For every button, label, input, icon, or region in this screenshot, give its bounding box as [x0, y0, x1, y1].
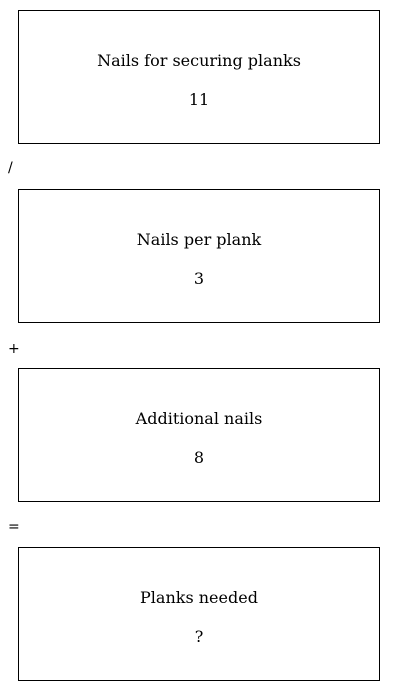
planks-needed-card: Planks needed ?: [18, 547, 380, 681]
card-value: 8: [19, 448, 379, 468]
card-value: 11: [19, 90, 379, 110]
card-value: ?: [19, 627, 379, 647]
additional-nails-card: Additional nails 8: [18, 368, 380, 502]
divide-operator: /: [8, 160, 13, 176]
nails-per-plank-card: Nails per plank 3: [18, 189, 380, 323]
equals-operator: =: [8, 519, 20, 535]
card-value: 3: [19, 269, 379, 289]
nails-for-securing-planks-card: Nails for securing planks 11: [18, 10, 380, 144]
card-label: Nails for securing planks: [19, 51, 379, 71]
plus-operator: +: [8, 341, 20, 357]
card-label: Additional nails: [19, 409, 379, 429]
card-label: Nails per plank: [19, 230, 379, 250]
card-label: Planks needed: [19, 588, 379, 608]
